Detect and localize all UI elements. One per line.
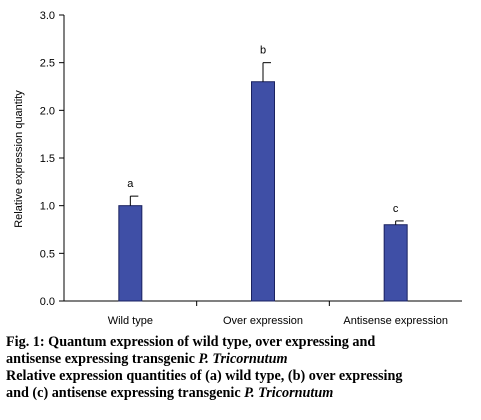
y-tick-label: 0.5 [40,248,55,260]
y-tick-label: 2.0 [40,105,55,117]
caption-title: Fig. 1: Quantum expression of wild type,… [6,334,376,350]
figure-caption: Fig. 1: Quantum expression of wild type,… [6,334,476,402]
caption-species-2: P. Tricornutum [244,385,334,401]
y-tick-label: 1.5 [40,153,55,165]
chart-area: 0.0 0.5 1.0 1.5 2.0 2.5 3.0 a Wild type b Over exp… [13,10,462,327]
bar [251,81,275,302]
y-axis-label: Relative expression quantity [13,90,25,228]
caption-line-2: antisense expressing transgenic [6,351,199,367]
caption-line-4: and (c) antisense expressing transgenic [6,385,245,401]
bar-chart: 0.0 0.5 1.0 1.5 2.0 2.5 3.0 a Wild type b Over exp… [13,10,462,327]
significance-label: a [127,178,134,190]
bar [118,205,143,302]
x-tick-label: Over expression [223,315,303,327]
y-tick-label: 3.0 [40,10,55,22]
significance-label: c [393,203,399,215]
y-tick-label: 2.5 [40,58,55,70]
bar [383,224,408,302]
x-tick-label: Antisense expression [343,315,448,327]
y-tick-label: 1.0 [40,201,55,213]
caption-line-3: Relative expression quantities of (a) wi… [6,368,403,384]
significance-label: b [260,45,266,57]
x-tick-label: Wild type [108,315,153,327]
y-tick-label: 0.0 [40,296,55,308]
caption-species: P. Tricornutum [198,351,288,367]
